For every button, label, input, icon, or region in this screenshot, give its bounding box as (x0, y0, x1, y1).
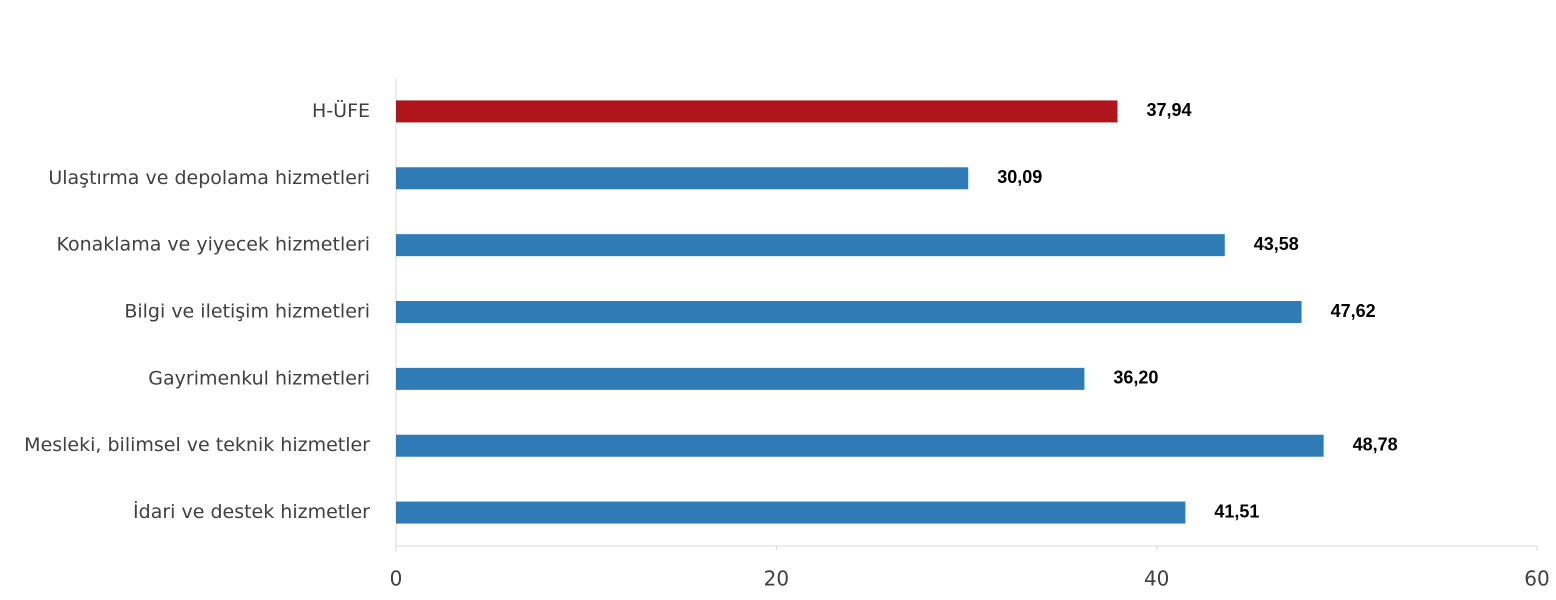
y-tick-label: H-ÜFE (312, 99, 370, 122)
bar (396, 100, 1118, 123)
bar (396, 301, 1302, 323)
y-tick-label: Mesleki, bilimsel ve teknik hizmetler (24, 434, 370, 456)
x-tick-label: 60 (1524, 567, 1549, 591)
x-tick-label: 40 (1144, 567, 1169, 591)
y-tick-label: Konaklama ve yiyecek hizmetleri (56, 234, 370, 256)
value-label: 41,51 (1214, 501, 1259, 521)
x-tick-label: 20 (764, 567, 789, 591)
value-label: 30,09 (997, 167, 1042, 187)
value-label: 48,78 (1353, 434, 1398, 454)
value-label: 36,20 (1113, 368, 1158, 388)
bar (396, 434, 1324, 457)
bar (396, 234, 1225, 257)
y-tick-label: Bilgi ve iletişim hizmetleri (124, 301, 370, 323)
bar (396, 167, 969, 190)
value-label: 37,94 (1146, 100, 1191, 120)
y-tick-label: Gayrimenkul hizmetleri (148, 367, 370, 389)
y-tick-label: İdari ve destek hizmetler (133, 500, 370, 523)
bar (396, 501, 1186, 524)
y-tick-label: Ulaştırma ve depolama hizmetleri (48, 167, 370, 189)
value-label: 43,58 (1254, 234, 1299, 254)
value-label: 47,62 (1331, 301, 1376, 321)
x-tick-label: 0 (390, 567, 403, 591)
bar (396, 367, 1085, 390)
